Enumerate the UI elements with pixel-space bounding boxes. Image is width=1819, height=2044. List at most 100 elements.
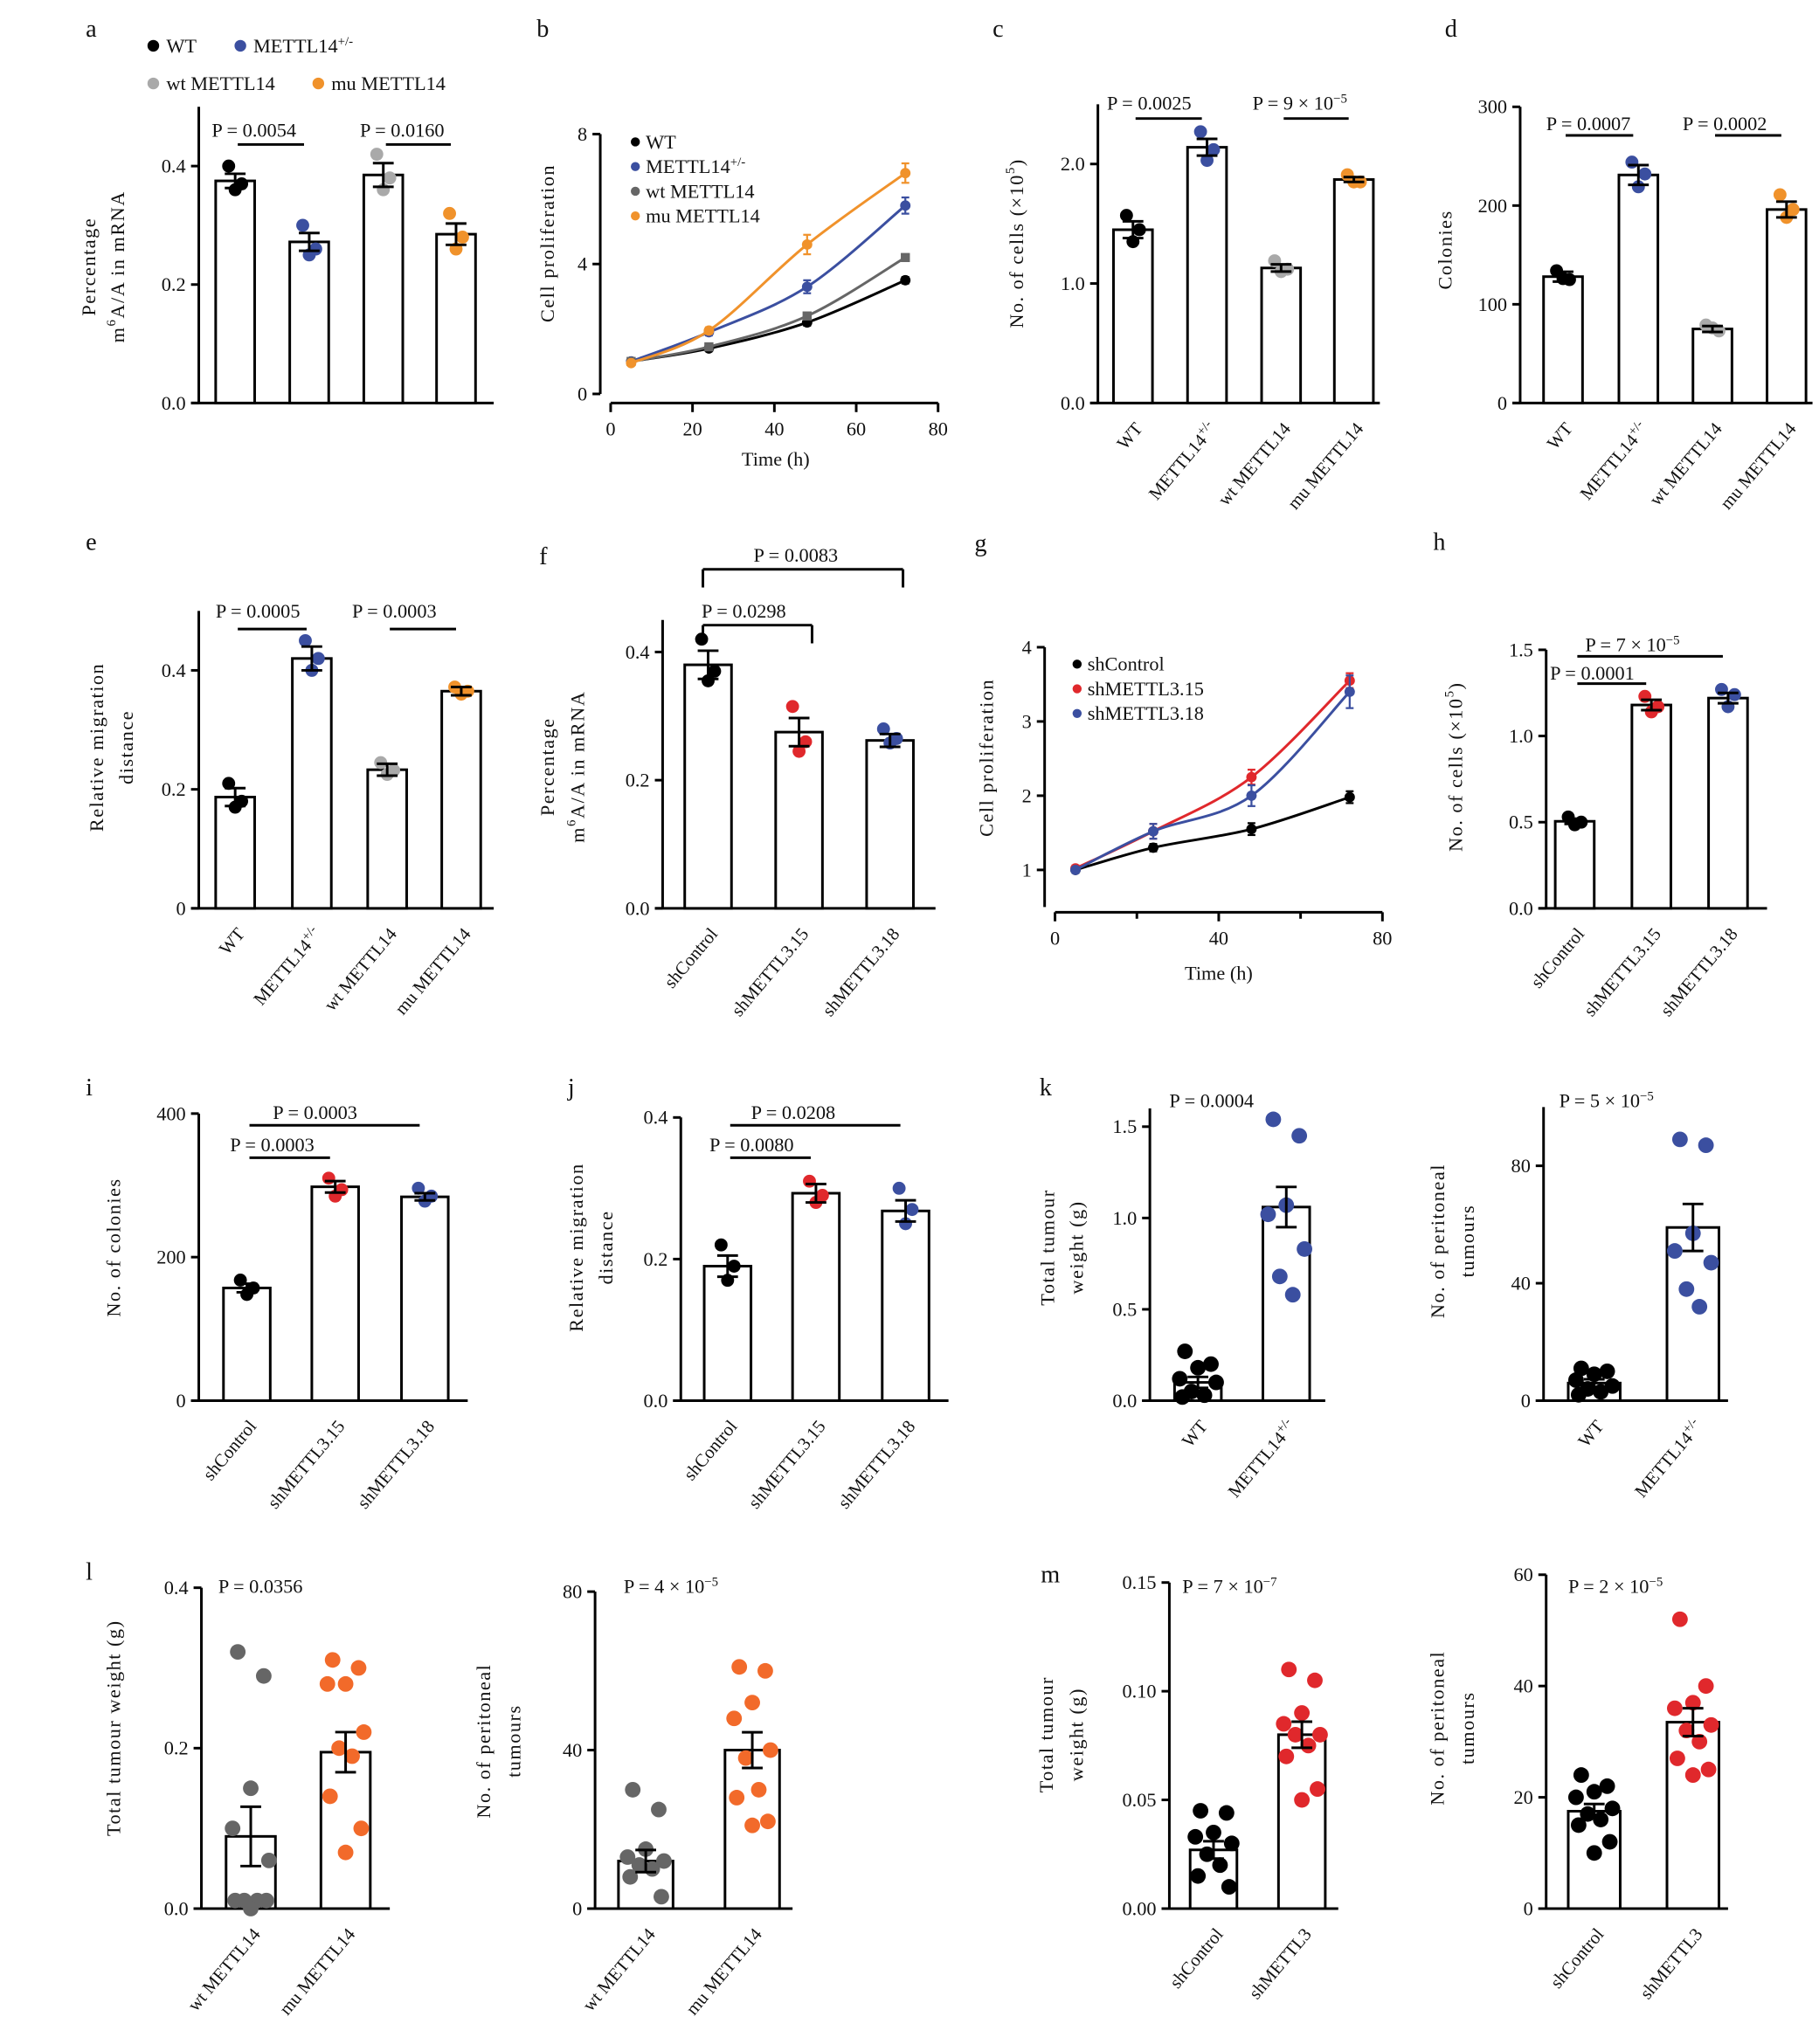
data-point — [900, 168, 911, 179]
data-point — [1344, 686, 1355, 697]
x-tick-label: shMETTL3.15 — [727, 923, 813, 1020]
x-tick-label: WT — [1178, 1416, 1212, 1451]
data-point — [1684, 1695, 1701, 1711]
text-segment: WT — [646, 131, 676, 153]
x-tick-label: mu METTL14 — [275, 1923, 360, 2019]
panel-k: k Total tumour weight (g) 0.0 0.5 1.0 1.5 WT MET… — [1037, 1074, 1325, 1502]
superscript: −5 — [1333, 92, 1347, 106]
data-point — [1307, 1672, 1323, 1688]
x-tick-label: shMETTL3 — [1636, 1924, 1707, 2004]
y-tick-label: 0.15 — [1123, 1571, 1157, 1593]
superscript: −5 — [1640, 1089, 1654, 1103]
bar — [1766, 208, 1808, 404]
data-point — [1691, 1733, 1708, 1750]
y-tick-label: 40 — [1511, 1273, 1531, 1295]
panel-h: h No. of cells (×105) 0.0 0.5 1.0 1.5 shContro… — [1433, 528, 1767, 1020]
text-segment: P = 0.0160 — [360, 120, 445, 142]
p-value-label: P = 0.0080 — [709, 1134, 794, 1156]
data-point — [1200, 154, 1214, 168]
x-tick-label: mu METTL14 — [391, 923, 475, 1019]
x-tick-label: METTL14+/- — [1144, 418, 1221, 504]
y-axis-label: m6A/A in mRNA — [105, 190, 128, 342]
text-segment: shControl — [1526, 923, 1588, 991]
text-segment: shControl — [660, 923, 722, 991]
y-tick-label: 80 — [563, 1581, 582, 1603]
data-point — [1174, 1389, 1191, 1405]
data-point — [625, 1781, 641, 1798]
y-tick-label: 0.00 — [1123, 1897, 1157, 1919]
text-segment: METTL14 — [646, 155, 730, 177]
text-segment: Percentage — [536, 717, 558, 816]
text-segment: 0.0 — [644, 1390, 668, 1412]
text-segment: Relative migration — [86, 663, 107, 832]
data-point — [1604, 1800, 1621, 1817]
x-tick-label: wt METTL14 — [1214, 418, 1295, 509]
text-segment: 300 — [1478, 96, 1507, 118]
text-segment: 0 — [1524, 1897, 1533, 1919]
data-point — [225, 1820, 241, 1837]
legend-label: mu METTL14 — [646, 205, 760, 227]
text-segment: 0.0 — [164, 1897, 189, 1919]
x-tick-label: 40 — [764, 418, 784, 440]
bar — [222, 1287, 272, 1402]
y-axis-label: No. of cells (×105) — [1443, 682, 1467, 852]
legend-label: mu METTL14 — [331, 73, 446, 94]
text-segment: 0.2 — [626, 770, 650, 791]
data-point — [1667, 1700, 1683, 1716]
text-segment: METTL14 — [253, 35, 338, 57]
text-segment: 0.4 — [164, 1577, 189, 1599]
y-tick-label: 300 — [1478, 96, 1507, 118]
text-segment: 0 — [1050, 928, 1060, 949]
p-value-label: P = 0.0025 — [1107, 92, 1192, 114]
data-point — [1669, 1751, 1685, 1766]
text-segment: P = 7 × 10 — [1182, 1576, 1262, 1598]
text-segment: shMETTL3 — [1244, 1924, 1316, 2004]
panel-m2: No. of peritoneal tumours 0 20 40 60 shControl… — [1427, 1564, 1728, 2003]
text-segment: 0.2 — [644, 1248, 668, 1270]
text-segment: METTL14 — [1575, 430, 1643, 504]
text-segment: 0.2 — [164, 1737, 189, 1759]
y-tick-label: 0.05 — [1123, 1789, 1157, 1811]
text-segment: weight (g) — [1065, 1200, 1087, 1294]
data-point — [455, 231, 469, 244]
y-tick-label: 0 — [1497, 392, 1507, 414]
p-value-label: P = 9 × 10−5 — [1253, 92, 1347, 114]
data-point — [228, 183, 242, 197]
text-segment: 100 — [1478, 293, 1507, 315]
y-tick-label: 80 — [1511, 1155, 1531, 1177]
text-segment: METTL14 — [249, 935, 316, 1009]
series-line — [630, 204, 907, 363]
data-point — [619, 1849, 636, 1865]
text-segment: distance — [595, 1211, 617, 1285]
y-axis-label: tumours — [1456, 1692, 1478, 1765]
x-tick-label: shMETTL3.18 — [1656, 923, 1741, 1020]
text-segment: A/A in mRNA — [566, 691, 588, 818]
legend-marker — [631, 162, 640, 171]
text-segment: 3 — [1022, 710, 1032, 732]
bar — [400, 1195, 450, 1402]
text-segment: e — [86, 528, 97, 556]
legend-label: METTL14+/- — [646, 155, 745, 177]
series-line — [1075, 796, 1351, 872]
text-segment: i — [86, 1074, 93, 1101]
y-tick-label: 0 — [1524, 1897, 1533, 1919]
superscript: −7 — [1263, 1576, 1277, 1590]
bar — [1260, 266, 1303, 404]
bar — [683, 663, 733, 910]
data-point — [744, 1695, 760, 1711]
data-point — [337, 1844, 354, 1861]
data-point — [1678, 1281, 1695, 1297]
data-point — [1190, 1868, 1207, 1884]
text-segment: wt METTL14 — [320, 923, 401, 1015]
text-segment: 400 — [156, 1102, 185, 1124]
y-axis-label: Total tumour — [1035, 1676, 1057, 1792]
data-point — [900, 274, 911, 286]
data-point — [1148, 825, 1158, 837]
text-segment: 0.4 — [162, 155, 186, 177]
text-segment: 0.4 — [644, 1107, 668, 1129]
data-point — [892, 1181, 906, 1195]
data-point — [714, 1238, 728, 1252]
data-point — [1573, 1360, 1589, 1377]
